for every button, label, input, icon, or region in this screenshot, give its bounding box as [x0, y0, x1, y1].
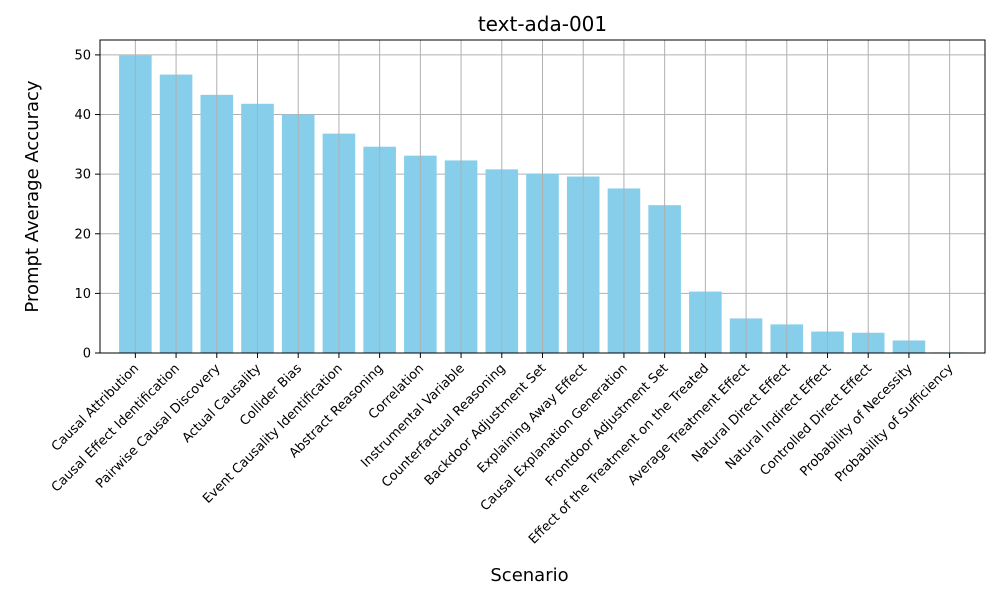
vertical-grid-lines — [134, 40, 951, 353]
y-axis-ticks: 0 10 20 30 40 50 — [74, 48, 100, 362]
y-tick-label: 50 — [74, 48, 91, 63]
y-tick-label: 20 — [74, 227, 91, 242]
chart-title: text-ada-001 — [478, 12, 607, 36]
y-axis-label: Prompt Average Accuracy — [22, 80, 43, 312]
y-tick-label: 40 — [74, 108, 91, 123]
y-tick-label: 30 — [74, 168, 91, 183]
y-tick-label: 0 — [83, 347, 91, 362]
y-tick-label: 10 — [74, 287, 91, 302]
x-axis-label: Scenario — [490, 565, 568, 586]
